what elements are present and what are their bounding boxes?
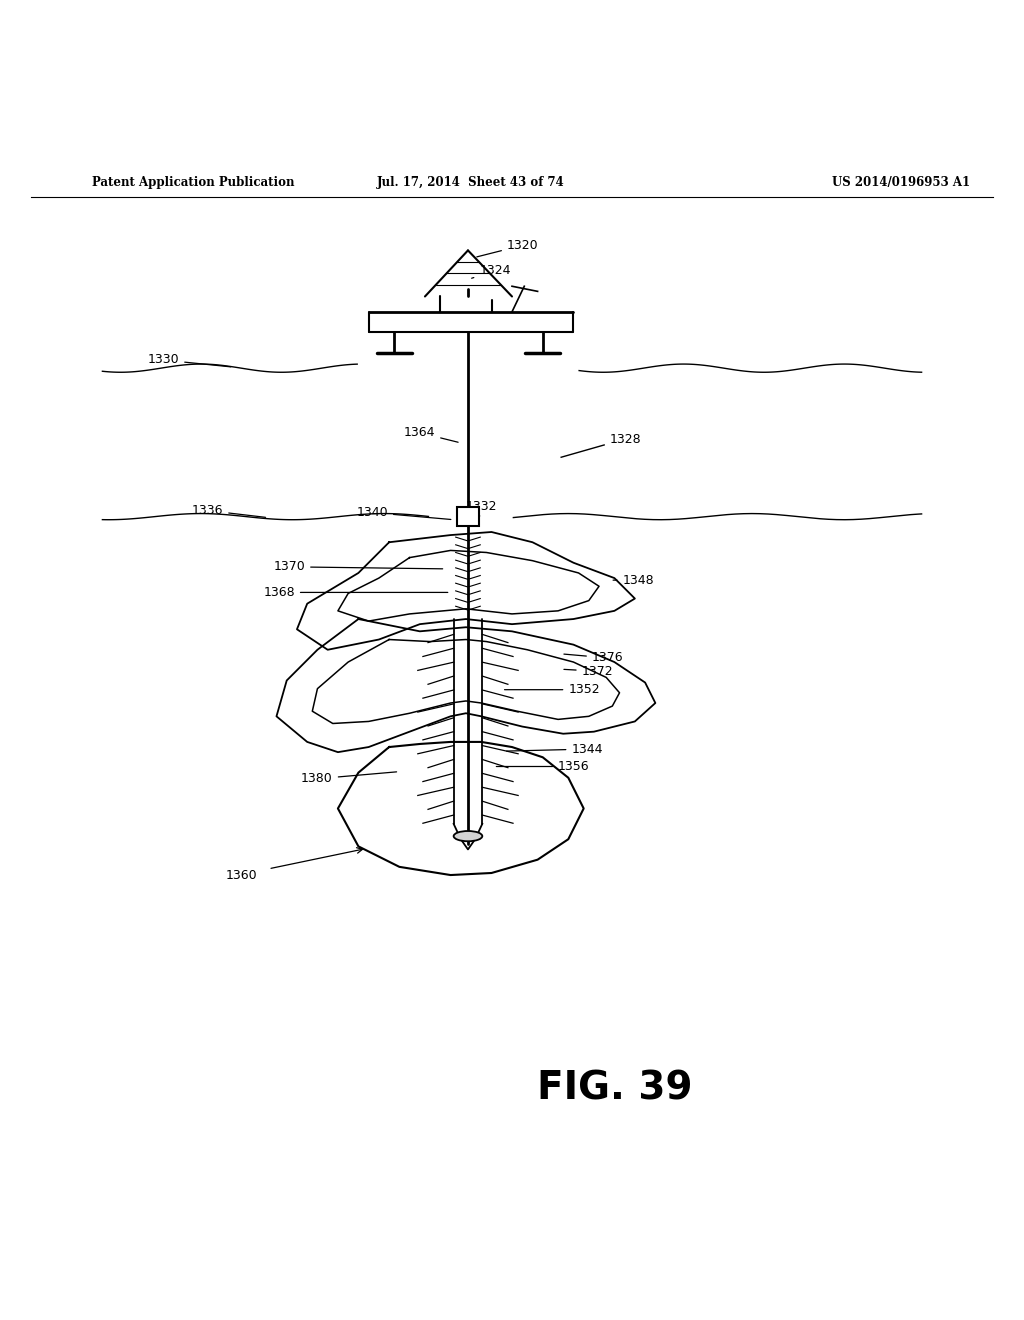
Text: 1360: 1360	[225, 869, 257, 882]
Text: 1380: 1380	[301, 772, 396, 785]
Text: 1344: 1344	[507, 743, 603, 755]
Text: 1348: 1348	[613, 574, 654, 586]
Text: 1332: 1332	[466, 500, 498, 517]
Text: 1370: 1370	[273, 560, 442, 573]
Text: 1364: 1364	[403, 426, 458, 442]
Text: 1336: 1336	[191, 504, 265, 517]
Text: 1328: 1328	[609, 433, 641, 446]
Text: 1372: 1372	[564, 665, 613, 677]
Text: Jul. 17, 2014  Sheet 43 of 74: Jul. 17, 2014 Sheet 43 of 74	[377, 177, 565, 189]
Text: 1352: 1352	[505, 684, 600, 696]
Text: 1368: 1368	[263, 586, 447, 599]
Text: 1356: 1356	[497, 760, 590, 774]
Text: FIG. 39: FIG. 39	[537, 1069, 692, 1107]
Text: 1330: 1330	[147, 354, 230, 367]
Text: 1376: 1376	[564, 652, 624, 664]
Text: US 2014/0196953 A1: US 2014/0196953 A1	[833, 177, 970, 189]
Text: 1324: 1324	[472, 264, 511, 279]
Bar	[457, 507, 479, 525]
Text: Patent Application Publication: Patent Application Publication	[92, 177, 295, 189]
Text: 1340: 1340	[356, 506, 451, 520]
Ellipse shape	[454, 832, 482, 841]
Text: 1320: 1320	[477, 239, 539, 257]
